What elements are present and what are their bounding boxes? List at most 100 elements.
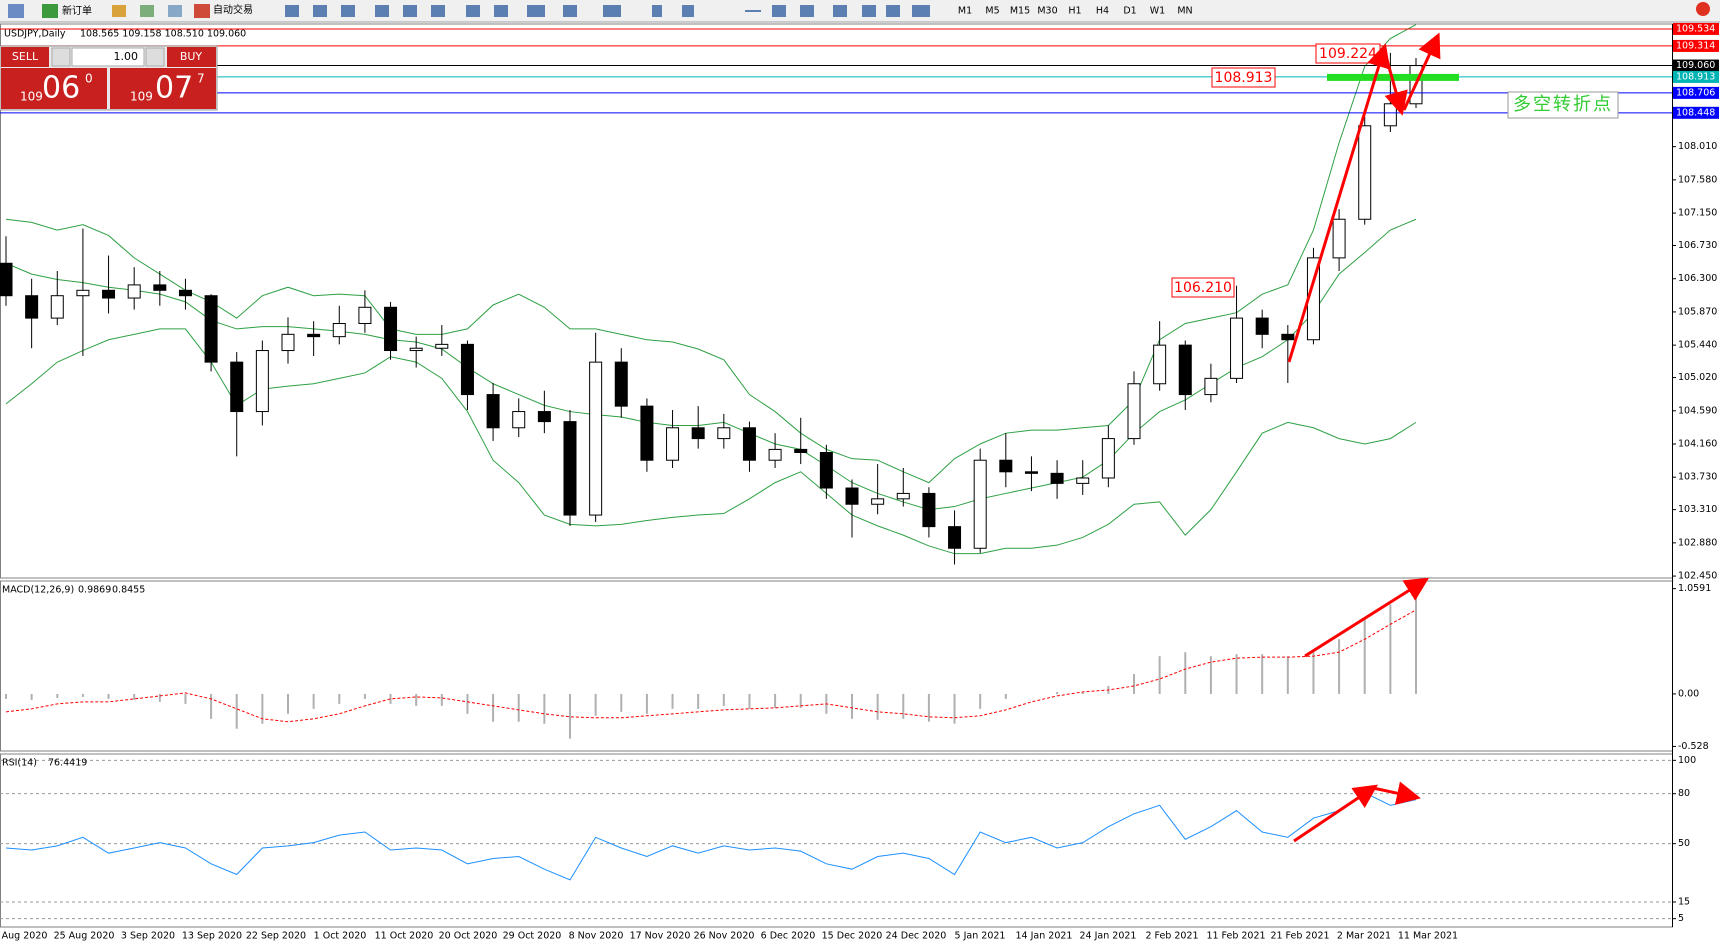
- candle-body: [0, 262, 13, 297]
- sell-button[interactable]: [1, 47, 49, 67]
- lot-down[interactable]: [51, 47, 71, 67]
- bollinger-band: [5, 218, 1417, 511]
- macd-bar: [722, 693, 725, 706]
- buy-button[interactable]: [167, 47, 216, 67]
- macd-bar: [312, 693, 315, 709]
- icon[interactable]: [603, 5, 621, 17]
- y-tick-label: 106.730: [1678, 240, 1717, 251]
- buy-label[interactable]: BUY: [180, 50, 203, 63]
- lot-input[interactable]: [71, 47, 145, 67]
- macd-bar: [953, 693, 956, 724]
- icon[interactable]: [168, 5, 182, 17]
- arrow: [1382, 48, 1408, 116]
- timeframe[interactable]: W1: [1150, 6, 1165, 17]
- candle-body: [640, 405, 654, 461]
- candle-body: [1255, 317, 1269, 335]
- macd-bar: [1286, 656, 1289, 694]
- icon[interactable]: [466, 5, 480, 17]
- level-label: 108.706: [1676, 87, 1715, 98]
- icon[interactable]: [431, 5, 445, 17]
- macd-bar: [1338, 639, 1341, 694]
- timeframe[interactable]: MN: [1177, 6, 1192, 17]
- icon[interactable]: [8, 4, 24, 18]
- timeframe[interactable]: H1: [1068, 6, 1081, 17]
- price-annotation-box: [1171, 277, 1235, 298]
- macd-bar: [492, 693, 495, 722]
- candle-body: [409, 347, 423, 352]
- icon[interactable]: [341, 5, 355, 17]
- candle-body: [1383, 103, 1397, 127]
- sell-label[interactable]: SELL: [12, 50, 39, 63]
- rsi-title: RSI(14): [2, 758, 37, 769]
- candle-body: [537, 411, 551, 423]
- macd-bar: [543, 693, 546, 724]
- turning-point: 多空转折点: [1513, 94, 1613, 115]
- notification[interactable]: [1696, 2, 1710, 16]
- bid-box[interactable]: [1, 68, 107, 109]
- timeframe[interactable]: H4: [1096, 6, 1109, 17]
- macd-bar: [1209, 656, 1212, 694]
- timeframe[interactable]: M15: [1010, 6, 1030, 17]
- macd-bar: [979, 693, 982, 709]
- icon[interactable]: [527, 5, 545, 17]
- x-tick-label: 24 Dec 2020: [886, 931, 947, 942]
- icon[interactable]: [833, 5, 847, 17]
- icon[interactable]: [112, 5, 126, 17]
- ask-box[interactable]: [110, 68, 216, 109]
- x-tick-label: 21 Feb 2021: [1270, 931, 1329, 942]
- macd-bar: [1081, 691, 1084, 694]
- bollinger-band: [5, 328, 1417, 555]
- icon[interactable]: [375, 5, 389, 17]
- icon[interactable]: [140, 5, 154, 17]
- icon[interactable]: [886, 5, 900, 17]
- lot-up[interactable]: [145, 47, 165, 67]
- arrow: [1402, 32, 1441, 111]
- macd-bar: [620, 693, 623, 712]
- ask-sup: 7: [197, 72, 205, 86]
- y-tick-label: 80: [1678, 788, 1690, 799]
- x-tick-label: 14 Jan 2021: [1016, 931, 1073, 942]
- icon[interactable]: [652, 5, 662, 17]
- icon[interactable]: [862, 5, 876, 17]
- macd-bar: [235, 693, 238, 729]
- auto-trading-icon[interactable]: [194, 4, 210, 18]
- icon[interactable]: [745, 10, 761, 12]
- timeframe[interactable]: M30: [1037, 6, 1057, 17]
- candle-body: [1153, 344, 1167, 385]
- timeframe[interactable]: D1: [1123, 6, 1136, 17]
- candle-body: [1204, 377, 1218, 396]
- trade-panel: SELL 1.00 BUY 109 06 0 109 07 7: [0, 45, 218, 111]
- icon[interactable]: [285, 5, 299, 17]
- arrow: [1372, 781, 1421, 805]
- icon[interactable]: [494, 5, 508, 17]
- auto-trading[interactable]: 自动交易: [213, 3, 253, 16]
- bid-big: 109: [20, 90, 43, 104]
- candle-body: [614, 361, 628, 407]
- new-order[interactable]: 新订单: [62, 4, 92, 17]
- lot-value[interactable]: 1.00: [114, 50, 139, 63]
- candle-body: [50, 295, 64, 319]
- candle-body: [332, 323, 346, 338]
- macd-bar: [287, 693, 289, 714]
- macd-bar: [748, 693, 751, 709]
- level-label-box: [1673, 39, 1719, 52]
- icon[interactable]: [912, 5, 930, 17]
- x-tick-label: 15 Dec 2020: [822, 931, 883, 942]
- x-tick-label: 3 Sep 2020: [121, 931, 175, 942]
- timeframe[interactable]: M5: [985, 6, 999, 17]
- timeframe[interactable]: M1: [958, 6, 972, 17]
- icon[interactable]: [403, 5, 417, 17]
- new-order-icon[interactable]: [42, 4, 58, 18]
- icon[interactable]: [563, 5, 577, 17]
- icon[interactable]: [800, 5, 814, 17]
- icon[interactable]: [313, 5, 327, 17]
- icon[interactable]: [682, 5, 694, 17]
- ask-mid: 07: [155, 71, 193, 106]
- macd-title: MACD(12,26,9): [2, 585, 74, 596]
- y-tick-label: 103.730: [1678, 472, 1717, 483]
- icon[interactable]: [772, 5, 786, 17]
- macd-bar: [902, 693, 905, 719]
- candle-body: [178, 289, 192, 297]
- y-tick-label: 102.880: [1678, 537, 1717, 548]
